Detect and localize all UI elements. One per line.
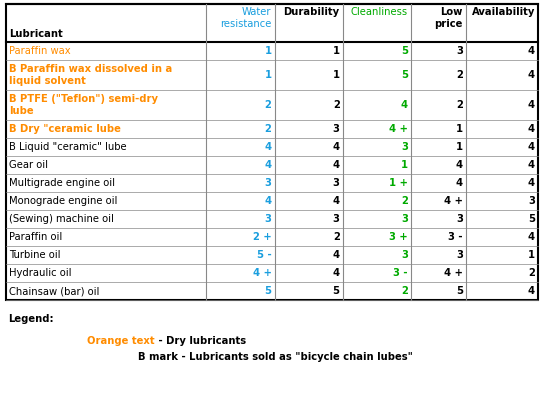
Text: 1: 1 bbox=[264, 70, 271, 80]
Text: 3: 3 bbox=[456, 46, 463, 56]
Text: 4 +: 4 + bbox=[444, 196, 463, 206]
Text: 1: 1 bbox=[528, 250, 535, 260]
Text: B Liquid "ceramic" lube: B Liquid "ceramic" lube bbox=[9, 142, 127, 152]
Text: Multigrade engine oil: Multigrade engine oil bbox=[9, 178, 115, 188]
Text: 4: 4 bbox=[528, 160, 535, 170]
Text: 4: 4 bbox=[456, 160, 463, 170]
Text: 2: 2 bbox=[264, 100, 271, 110]
Text: - Dry lubricants: - Dry lubricants bbox=[155, 336, 246, 346]
Text: 1: 1 bbox=[456, 124, 463, 134]
Text: Turbine oil: Turbine oil bbox=[9, 250, 60, 260]
Text: 4: 4 bbox=[528, 70, 535, 80]
Text: 3: 3 bbox=[401, 250, 408, 260]
Text: 3: 3 bbox=[456, 250, 463, 260]
Text: 4: 4 bbox=[332, 268, 339, 278]
Text: 3: 3 bbox=[528, 196, 535, 206]
Text: 5: 5 bbox=[456, 286, 463, 296]
Text: 4: 4 bbox=[528, 178, 535, 188]
Text: 4: 4 bbox=[528, 286, 535, 296]
Text: 4: 4 bbox=[264, 142, 271, 152]
Text: 4: 4 bbox=[264, 160, 271, 170]
Text: 1: 1 bbox=[332, 46, 339, 56]
Text: 4: 4 bbox=[528, 124, 535, 134]
Text: 5: 5 bbox=[528, 214, 535, 224]
Text: Availability: Availability bbox=[472, 7, 535, 17]
Text: 2: 2 bbox=[401, 196, 408, 206]
Text: 1 +: 1 + bbox=[389, 178, 408, 188]
Text: Cleanliness: Cleanliness bbox=[351, 7, 408, 17]
Text: 2: 2 bbox=[264, 124, 271, 134]
Text: (Sewing) machine oil: (Sewing) machine oil bbox=[9, 214, 114, 224]
Text: 5: 5 bbox=[401, 46, 408, 56]
Text: 4 +: 4 + bbox=[252, 268, 271, 278]
Text: 2 +: 2 + bbox=[253, 232, 271, 242]
Text: Lubricant: Lubricant bbox=[9, 29, 63, 39]
Text: 2: 2 bbox=[456, 70, 463, 80]
Text: 3: 3 bbox=[456, 214, 463, 224]
Text: 4: 4 bbox=[400, 100, 408, 110]
Text: - Lubricants sold as "bicycle chain lubes": - Lubricants sold as "bicycle chain lube… bbox=[178, 352, 413, 362]
Text: 3: 3 bbox=[264, 178, 271, 188]
Text: 2: 2 bbox=[401, 286, 408, 296]
Text: Legend:: Legend: bbox=[8, 314, 54, 324]
Text: 4: 4 bbox=[528, 46, 535, 56]
Text: 3 +: 3 + bbox=[389, 232, 408, 242]
Text: 2: 2 bbox=[456, 100, 463, 110]
Text: 4 +: 4 + bbox=[389, 124, 408, 134]
Text: 5: 5 bbox=[332, 286, 339, 296]
Text: 4: 4 bbox=[332, 196, 339, 206]
Text: 3: 3 bbox=[333, 178, 339, 188]
Text: Paraffin oil: Paraffin oil bbox=[9, 232, 62, 242]
Text: Gear oil: Gear oil bbox=[9, 160, 48, 170]
Text: 3 -: 3 - bbox=[448, 232, 463, 242]
Text: 3: 3 bbox=[401, 142, 408, 152]
Text: 2: 2 bbox=[333, 100, 339, 110]
Text: Chainsaw (bar) oil: Chainsaw (bar) oil bbox=[9, 286, 100, 296]
Text: 1: 1 bbox=[332, 70, 339, 80]
Text: 4: 4 bbox=[264, 196, 271, 206]
Text: 3: 3 bbox=[333, 214, 339, 224]
Text: 5 -: 5 - bbox=[257, 250, 271, 260]
Text: B Paraffin wax dissolved in a
liquid solvent: B Paraffin wax dissolved in a liquid sol… bbox=[9, 64, 172, 86]
Text: 3 -: 3 - bbox=[393, 268, 408, 278]
Text: Paraffin wax: Paraffin wax bbox=[9, 46, 71, 56]
Text: 4: 4 bbox=[528, 100, 535, 110]
Text: B Dry "ceramic lube: B Dry "ceramic lube bbox=[9, 124, 121, 134]
Text: 1: 1 bbox=[264, 46, 271, 56]
Text: Monograde engine oil: Monograde engine oil bbox=[9, 196, 118, 206]
Text: 5: 5 bbox=[401, 70, 408, 80]
Text: 4: 4 bbox=[456, 178, 463, 188]
Text: 4: 4 bbox=[332, 142, 339, 152]
Text: 5: 5 bbox=[264, 286, 271, 296]
Text: 4: 4 bbox=[332, 250, 339, 260]
Text: 3: 3 bbox=[333, 124, 339, 134]
Text: Durability: Durability bbox=[283, 7, 339, 17]
Text: 4: 4 bbox=[528, 142, 535, 152]
Text: 3: 3 bbox=[264, 214, 271, 224]
Text: Orange text: Orange text bbox=[88, 336, 155, 346]
Text: 3: 3 bbox=[401, 214, 408, 224]
Text: B mark: B mark bbox=[138, 352, 178, 362]
Text: 2: 2 bbox=[333, 232, 339, 242]
Text: B PTFE ("Teflon") semi-dry
lube: B PTFE ("Teflon") semi-dry lube bbox=[9, 94, 158, 116]
Text: Hydraulic oil: Hydraulic oil bbox=[9, 268, 71, 278]
Text: 1: 1 bbox=[456, 142, 463, 152]
Text: 4 +: 4 + bbox=[444, 268, 463, 278]
Text: 4: 4 bbox=[332, 160, 339, 170]
Text: Low
price: Low price bbox=[435, 7, 463, 28]
Text: 2: 2 bbox=[528, 268, 535, 278]
Text: 1: 1 bbox=[400, 160, 408, 170]
Bar bbox=[6, 4, 538, 300]
Text: Water
resistance: Water resistance bbox=[220, 7, 271, 28]
Text: 4: 4 bbox=[528, 232, 535, 242]
